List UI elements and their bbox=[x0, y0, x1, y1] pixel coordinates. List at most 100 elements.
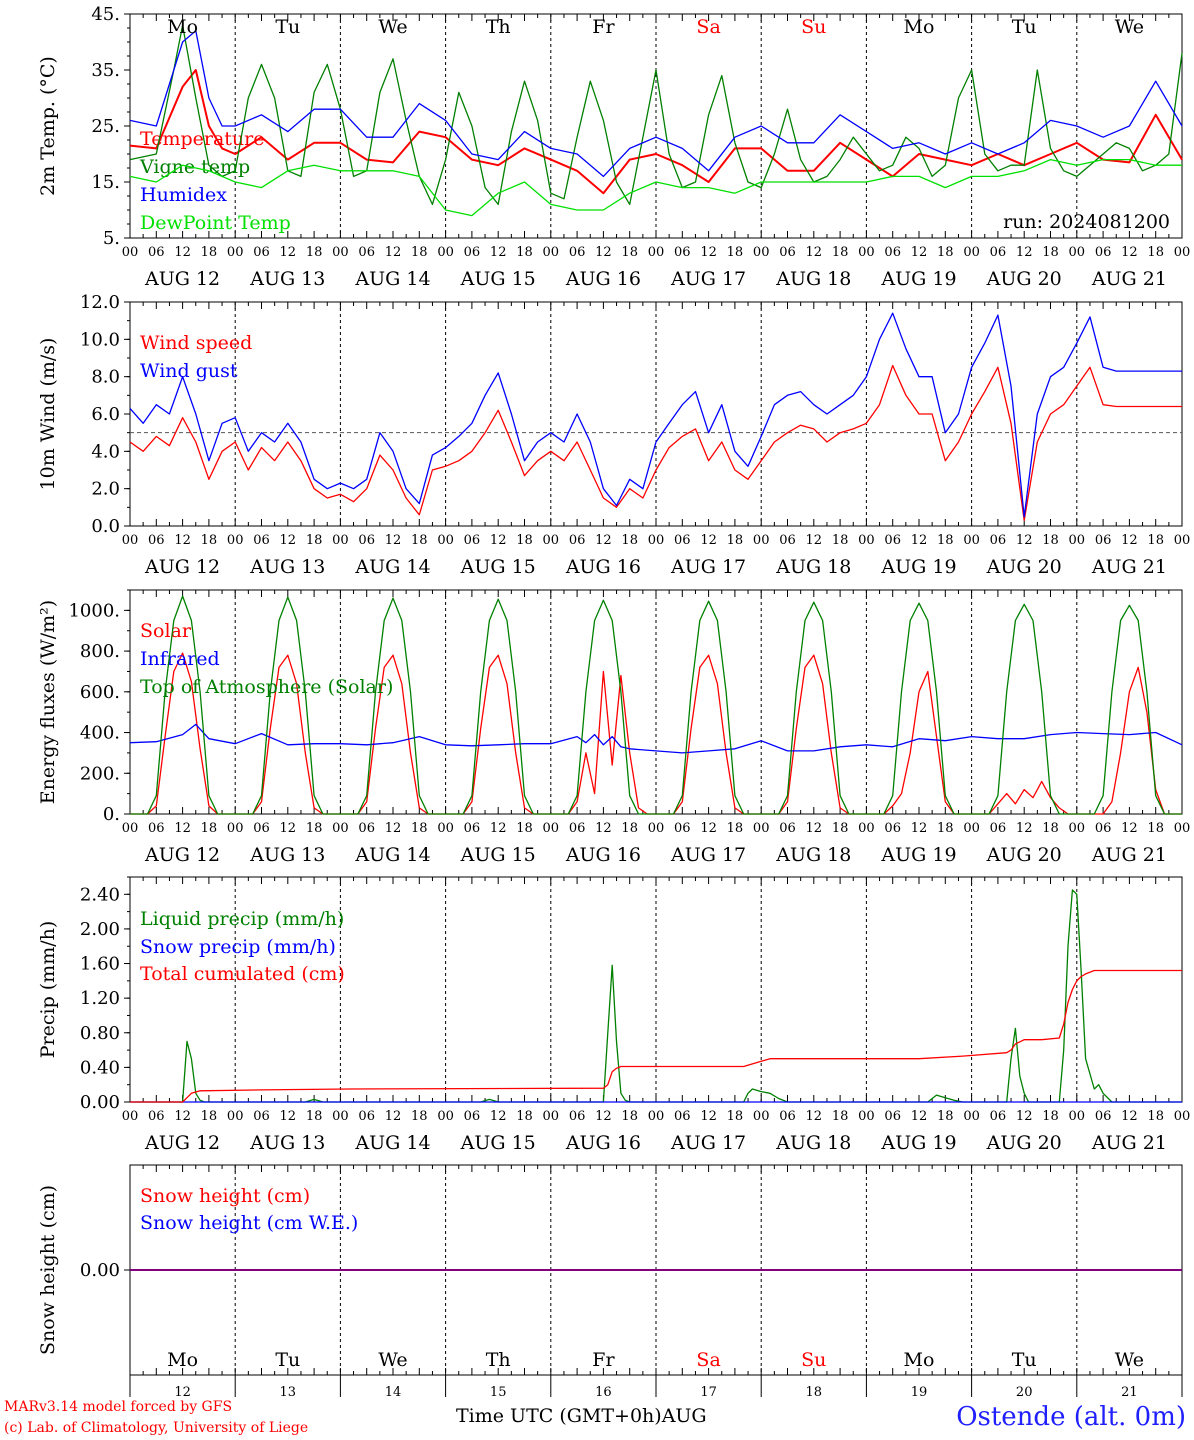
hour-tick-label: 12 bbox=[911, 821, 928, 836]
panel-frame bbox=[129, 301, 1183, 527]
station-name: Ostende (alt. 0m) bbox=[956, 1402, 1186, 1432]
hour-tick-label: 18 bbox=[201, 821, 218, 836]
hour-tick-label: 00 bbox=[122, 1109, 139, 1124]
y-tick-label: 800. bbox=[80, 641, 120, 662]
hour-tick-label: 00 bbox=[332, 533, 349, 548]
lab-credit: (c) Lab. of Climatology, University of L… bbox=[4, 1420, 309, 1436]
hour-tick-label: 00 bbox=[1069, 1109, 1086, 1124]
hour-tick-label: 00 bbox=[332, 245, 349, 260]
hour-tick-label: 12 bbox=[490, 1109, 507, 1124]
day-name-label: Tu bbox=[1012, 16, 1037, 38]
panel-snow: 0.00 Snow height (cm) Snow height (cm) Snow… bbox=[37, 1164, 1183, 1400]
date-label: AUG 17 bbox=[670, 1132, 746, 1154]
series-line-total-cumulated-cm- bbox=[130, 969, 1182, 1103]
day-number-label: 16 bbox=[595, 1385, 612, 1400]
hour-tick-label: 12 bbox=[385, 533, 402, 548]
hour-tick-label: 18 bbox=[411, 245, 428, 260]
series-line-infrared bbox=[129, 723, 1183, 754]
legend-entry: Humidex bbox=[140, 184, 227, 206]
date-label: AUG 18 bbox=[775, 844, 851, 866]
hour-tick-label: 06 bbox=[779, 245, 796, 260]
y-tick-label: 1.20 bbox=[80, 988, 120, 1009]
y-tick-label: 35. bbox=[91, 60, 120, 81]
legend-entry: Vigne temp bbox=[139, 156, 250, 178]
series-line-vigne-temp bbox=[129, 24, 1183, 206]
hour-tick-label: 12 bbox=[1016, 533, 1033, 548]
hour-tick-label: 12 bbox=[490, 245, 507, 260]
day-number-label: 15 bbox=[490, 1385, 507, 1400]
hour-tick-label: 00 bbox=[437, 533, 454, 548]
hour-tick-label: 06 bbox=[674, 245, 691, 260]
day-number-label: 14 bbox=[385, 1385, 402, 1400]
hour-tick-label: 18 bbox=[832, 245, 849, 260]
hour-tick-label: 00 bbox=[963, 1109, 980, 1124]
hour-tick-label: 18 bbox=[516, 245, 533, 260]
y-tick-label: 600. bbox=[80, 682, 120, 703]
hour-tick-label: 06 bbox=[358, 245, 375, 260]
hour-tick-label: 06 bbox=[779, 1109, 796, 1124]
hour-tick-label: 06 bbox=[148, 1109, 165, 1124]
hour-tick-label: 06 bbox=[990, 533, 1007, 548]
y-tick-label: 2.00 bbox=[80, 919, 120, 940]
day-name-label: We bbox=[1115, 16, 1144, 38]
hour-tick-label: 18 bbox=[727, 533, 744, 548]
date-label: AUG 19 bbox=[880, 556, 956, 578]
hour-tick-label: 00 bbox=[1174, 821, 1191, 836]
hour-tick-label: 18 bbox=[1147, 245, 1164, 260]
hour-tick-label: 18 bbox=[621, 245, 638, 260]
hour-tick-label: 00 bbox=[858, 533, 875, 548]
hour-tick-label: 00 bbox=[332, 821, 349, 836]
hour-tick-label: 12 bbox=[700, 1109, 717, 1124]
date-label: AUG 14 bbox=[354, 844, 430, 866]
panel-wind: 0.0 2.0 4.0 6.0 8.0 10.0 12.0 10m Wind (m/s) Win… bbox=[37, 292, 1190, 578]
y-axis-label: Precip (mm/h) bbox=[37, 921, 59, 1059]
y-tick-label: 1.60 bbox=[80, 954, 120, 975]
hour-tick-label: 06 bbox=[253, 1109, 270, 1124]
x-axis-month: AUG bbox=[661, 1405, 707, 1427]
day-name-label: We bbox=[378, 1349, 407, 1371]
date-label: AUG 13 bbox=[249, 556, 325, 578]
hour-tick-label: 18 bbox=[516, 821, 533, 836]
hour-tick-label: 00 bbox=[543, 533, 560, 548]
hour-tick-label: 12 bbox=[911, 245, 928, 260]
hour-tick-label: 06 bbox=[990, 821, 1007, 836]
day-name-label: Su bbox=[801, 16, 826, 38]
day-name-label: Tu bbox=[275, 1349, 300, 1371]
hour-tick-label: 06 bbox=[569, 1109, 586, 1124]
hour-tick-label: 12 bbox=[911, 533, 928, 548]
hour-tick-label: 18 bbox=[937, 533, 954, 548]
hour-tick-label: 06 bbox=[148, 245, 165, 260]
hour-tick-label: 06 bbox=[674, 1109, 691, 1124]
hour-tick-label: 06 bbox=[779, 533, 796, 548]
legend-entry: Wind speed bbox=[140, 332, 252, 354]
hour-tick-label: 12 bbox=[1016, 1109, 1033, 1124]
date-label: AUG 12 bbox=[144, 556, 220, 578]
date-label: AUG 20 bbox=[986, 556, 1062, 578]
hour-tick-label: 12 bbox=[1016, 245, 1033, 260]
hour-tick-label: 12 bbox=[1121, 245, 1138, 260]
hour-tick-label: 12 bbox=[280, 821, 297, 836]
hour-tick-label: 06 bbox=[253, 245, 270, 260]
day-name-label: Fr bbox=[592, 16, 615, 38]
day-name-label: Tu bbox=[1012, 1349, 1037, 1371]
hour-tick-label: 18 bbox=[1042, 821, 1059, 836]
panel-energy: 0. 200. 400. 600. 800. 1000. Energy fluxes (W/… bbox=[37, 589, 1191, 866]
hour-tick-label: 00 bbox=[122, 533, 139, 548]
day-name-label: Th bbox=[486, 16, 511, 38]
hour-tick-label: 06 bbox=[358, 1109, 375, 1124]
day-name-label: Mo bbox=[904, 1349, 935, 1371]
hour-tick-label: 00 bbox=[122, 245, 139, 260]
hour-tick-label: 12 bbox=[280, 1109, 297, 1124]
y-axis-label: Snow height (cm) bbox=[37, 1185, 59, 1355]
date-label: AUG 16 bbox=[565, 268, 641, 290]
hour-tick-label: 12 bbox=[1121, 533, 1138, 548]
hour-tick-label: 06 bbox=[569, 821, 586, 836]
y-tick-label: 15. bbox=[91, 172, 120, 193]
hour-tick-label: 00 bbox=[437, 1109, 454, 1124]
day-name-label: Su bbox=[801, 1349, 826, 1371]
date-label: AUG 13 bbox=[249, 844, 325, 866]
hour-tick-label: 18 bbox=[937, 821, 954, 836]
date-label: AUG 12 bbox=[144, 844, 220, 866]
date-label: AUG 20 bbox=[986, 844, 1062, 866]
